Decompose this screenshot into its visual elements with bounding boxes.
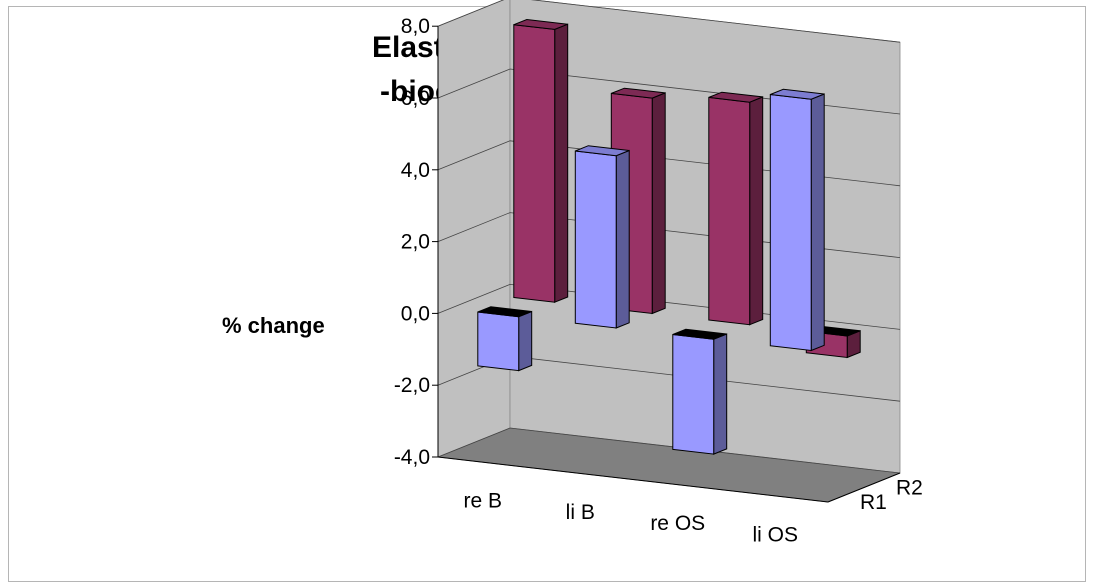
- bar-R2-re-OS: [708, 91, 764, 326]
- plot-labels: 8,0 6,0 4,0 2,0 0,0 -2,0 -4,0 re B li B re OS li O…: [394, 15, 923, 546]
- bar-R1-re-B: [477, 306, 533, 372]
- x-tick-label: re OS: [650, 512, 705, 535]
- gridline: [437, 0, 901, 43]
- x-tick-label: li B: [566, 501, 595, 524]
- plot-walls: [437, 0, 901, 503]
- x-tick-label: re B: [463, 490, 502, 513]
- gridline: [437, 427, 901, 474]
- depth-label: R1: [860, 491, 887, 514]
- y-tick-label: 6,0: [401, 87, 430, 110]
- x-tick-label: li OS: [752, 523, 798, 546]
- bar-R1-li-OS: [769, 88, 825, 352]
- y-axis-label: % change: [222, 313, 325, 338]
- y-tick-label: 2,0: [401, 231, 430, 254]
- x-axis-line: [437, 456, 829, 503]
- y-tick-label: 8,0: [401, 15, 430, 38]
- plot-bars: [477, 18, 861, 455]
- y-tick-label: 0,0: [401, 302, 430, 325]
- y-tick-label: 4,0: [401, 159, 430, 182]
- plot-axes: [432, 25, 901, 503]
- depth-axis-line: [827, 472, 901, 503]
- bar-R1-re-OS: [672, 328, 728, 455]
- depth-label: R2: [896, 476, 923, 499]
- y-tick-label: -2,0: [394, 374, 430, 397]
- y-tick-label: -4,0: [394, 446, 430, 469]
- bar-R2-re-B: [513, 18, 569, 303]
- side-wall: [437, 0, 511, 458]
- bar-R1-li-B: [574, 145, 630, 329]
